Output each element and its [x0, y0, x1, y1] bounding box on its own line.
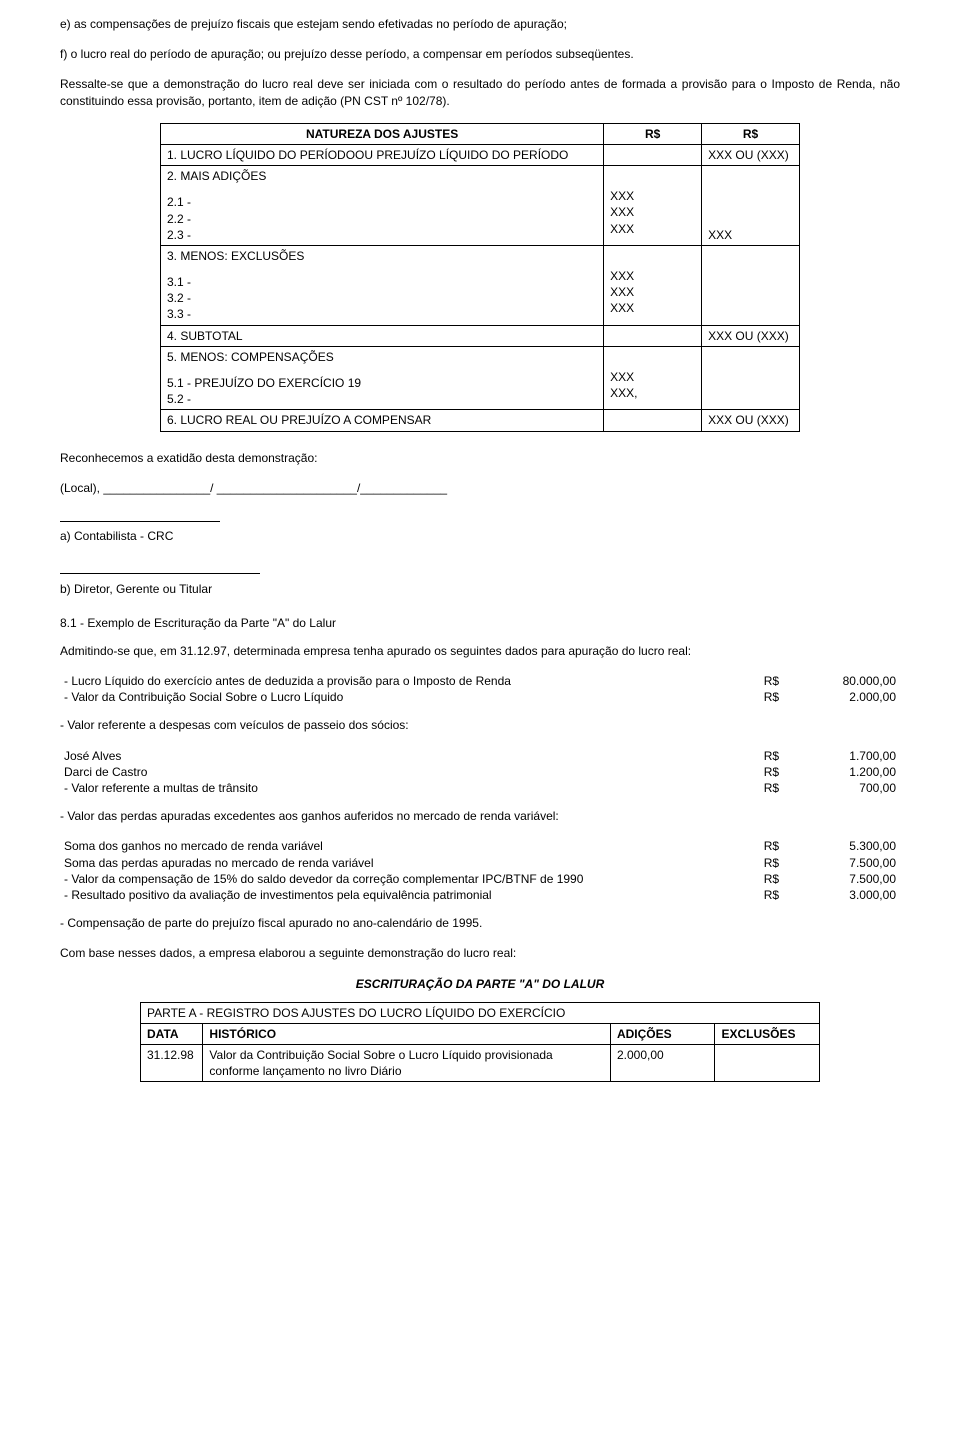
cell-subtotal-val: XXX OU (XXX): [702, 325, 800, 346]
cell-exclusoes: [715, 1045, 820, 1082]
cell-xxx-ou: XXX OU (XXX): [702, 144, 800, 165]
signature-line-b: [60, 573, 260, 574]
th-natureza: NATUREZA DOS AJUSTES: [161, 123, 604, 144]
section-81-title: 8.1 - Exemplo de Escrituração da Parte "…: [60, 615, 900, 631]
cell-historico: Valor da Contribuição Social Sobre o Luc…: [203, 1045, 611, 1082]
table-parte-a: PARTE A - REGISTRO DOS AJUSTES DO LUCRO …: [140, 1002, 820, 1083]
cell-mais-adicoes: 2. MAIS ADIÇÕES 2.1 - 2.2 - 2.3 -: [161, 166, 604, 246]
cell-comp-vals: XXX XXX,: [604, 346, 702, 410]
paragraph-f: f) o lucro real do período de apuração; …: [60, 46, 900, 62]
escrituracao-title: ESCRITURAÇÃO DA PARTE "A" DO LALUR: [60, 976, 900, 992]
cell-empty: [604, 325, 702, 346]
cell-lucro-real-val: XXX OU (XXX): [702, 410, 800, 431]
cell-data: 31.12.98: [141, 1045, 203, 1082]
cell-adicoes-sum: XXX: [702, 166, 800, 246]
values-block-1: - Lucro Líquido do exercício antes de de…: [60, 673, 900, 705]
cell-menos-compensacoes: 5. MENOS: COMPENSAÇÕES 5.1 - PREJUÍZO DO…: [161, 346, 604, 410]
table-natureza-ajustes: NATUREZA DOS AJUSTES R$ R$ 1. LUCRO LÍQU…: [160, 123, 800, 432]
perdas-title: - Valor das perdas apuradas excedentes a…: [60, 808, 900, 824]
paragraph-e: e) as compensações de prejuízo fiscais q…: [60, 16, 900, 32]
cell-empty: [702, 346, 800, 410]
cell-empty: [604, 144, 702, 165]
values-block-3: Soma dos ganhos no mercado de renda vari…: [60, 838, 900, 903]
cell-exclusoes-vals: XXX XXX XXX: [604, 245, 702, 325]
values-block-2: José AlvesR$1.700,00 Darci de CastroR$1.…: [60, 748, 900, 797]
diretor-label: b) Diretor, Gerente ou Titular: [60, 581, 900, 597]
cell-empty: [702, 245, 800, 325]
cell-adicoes: 2.000,00: [610, 1045, 715, 1082]
th-rs2: R$: [702, 123, 800, 144]
paragraph-ressalte: Ressalte-se que a demonstração do lucro …: [60, 76, 900, 108]
th-rs1: R$: [604, 123, 702, 144]
th-exclusoes: EXCLUSÕES: [715, 1023, 820, 1044]
veiculos-title: - Valor referente a despesas com veículo…: [60, 717, 900, 733]
th-adicoes: ADIÇÕES: [610, 1023, 715, 1044]
th-data: DATA: [141, 1023, 203, 1044]
local-line: (Local), ________________/ _____________…: [60, 480, 900, 496]
cell-empty: [604, 410, 702, 431]
cell-subtotal: 4. SUBTOTAL: [161, 325, 604, 346]
cell-adicoes-vals: XXX XXX XXX: [604, 166, 702, 246]
parte-a-header: PARTE A - REGISTRO DOS AJUSTES DO LUCRO …: [141, 1002, 820, 1023]
th-historico: HISTÓRICO: [203, 1023, 611, 1044]
combase-text: Com base nesses dados, a empresa elaboro…: [60, 945, 900, 961]
contabilista-label: a) Contabilista - CRC: [60, 528, 900, 544]
signature-line-a: [60, 521, 220, 522]
admitindo-text: Admitindo-se que, em 31.12.97, determina…: [60, 643, 900, 659]
cell-menos-exclusoes: 3. MENOS: EXCLUSÕES 3.1 - 3.2 - 3.3 -: [161, 245, 604, 325]
cell-lucro-real: 6. LUCRO REAL OU PREJUÍZO A COMPENSAR: [161, 410, 604, 431]
reconhecemos-text: Reconhecemos a exatidão desta demonstraç…: [60, 450, 900, 466]
compensacao-text: - Compensação de parte do prejuízo fisca…: [60, 915, 900, 931]
cell-lucro-liquido: 1. LUCRO LÍQUIDO DO PERÍODOOU PREJUÍZO L…: [161, 144, 604, 165]
